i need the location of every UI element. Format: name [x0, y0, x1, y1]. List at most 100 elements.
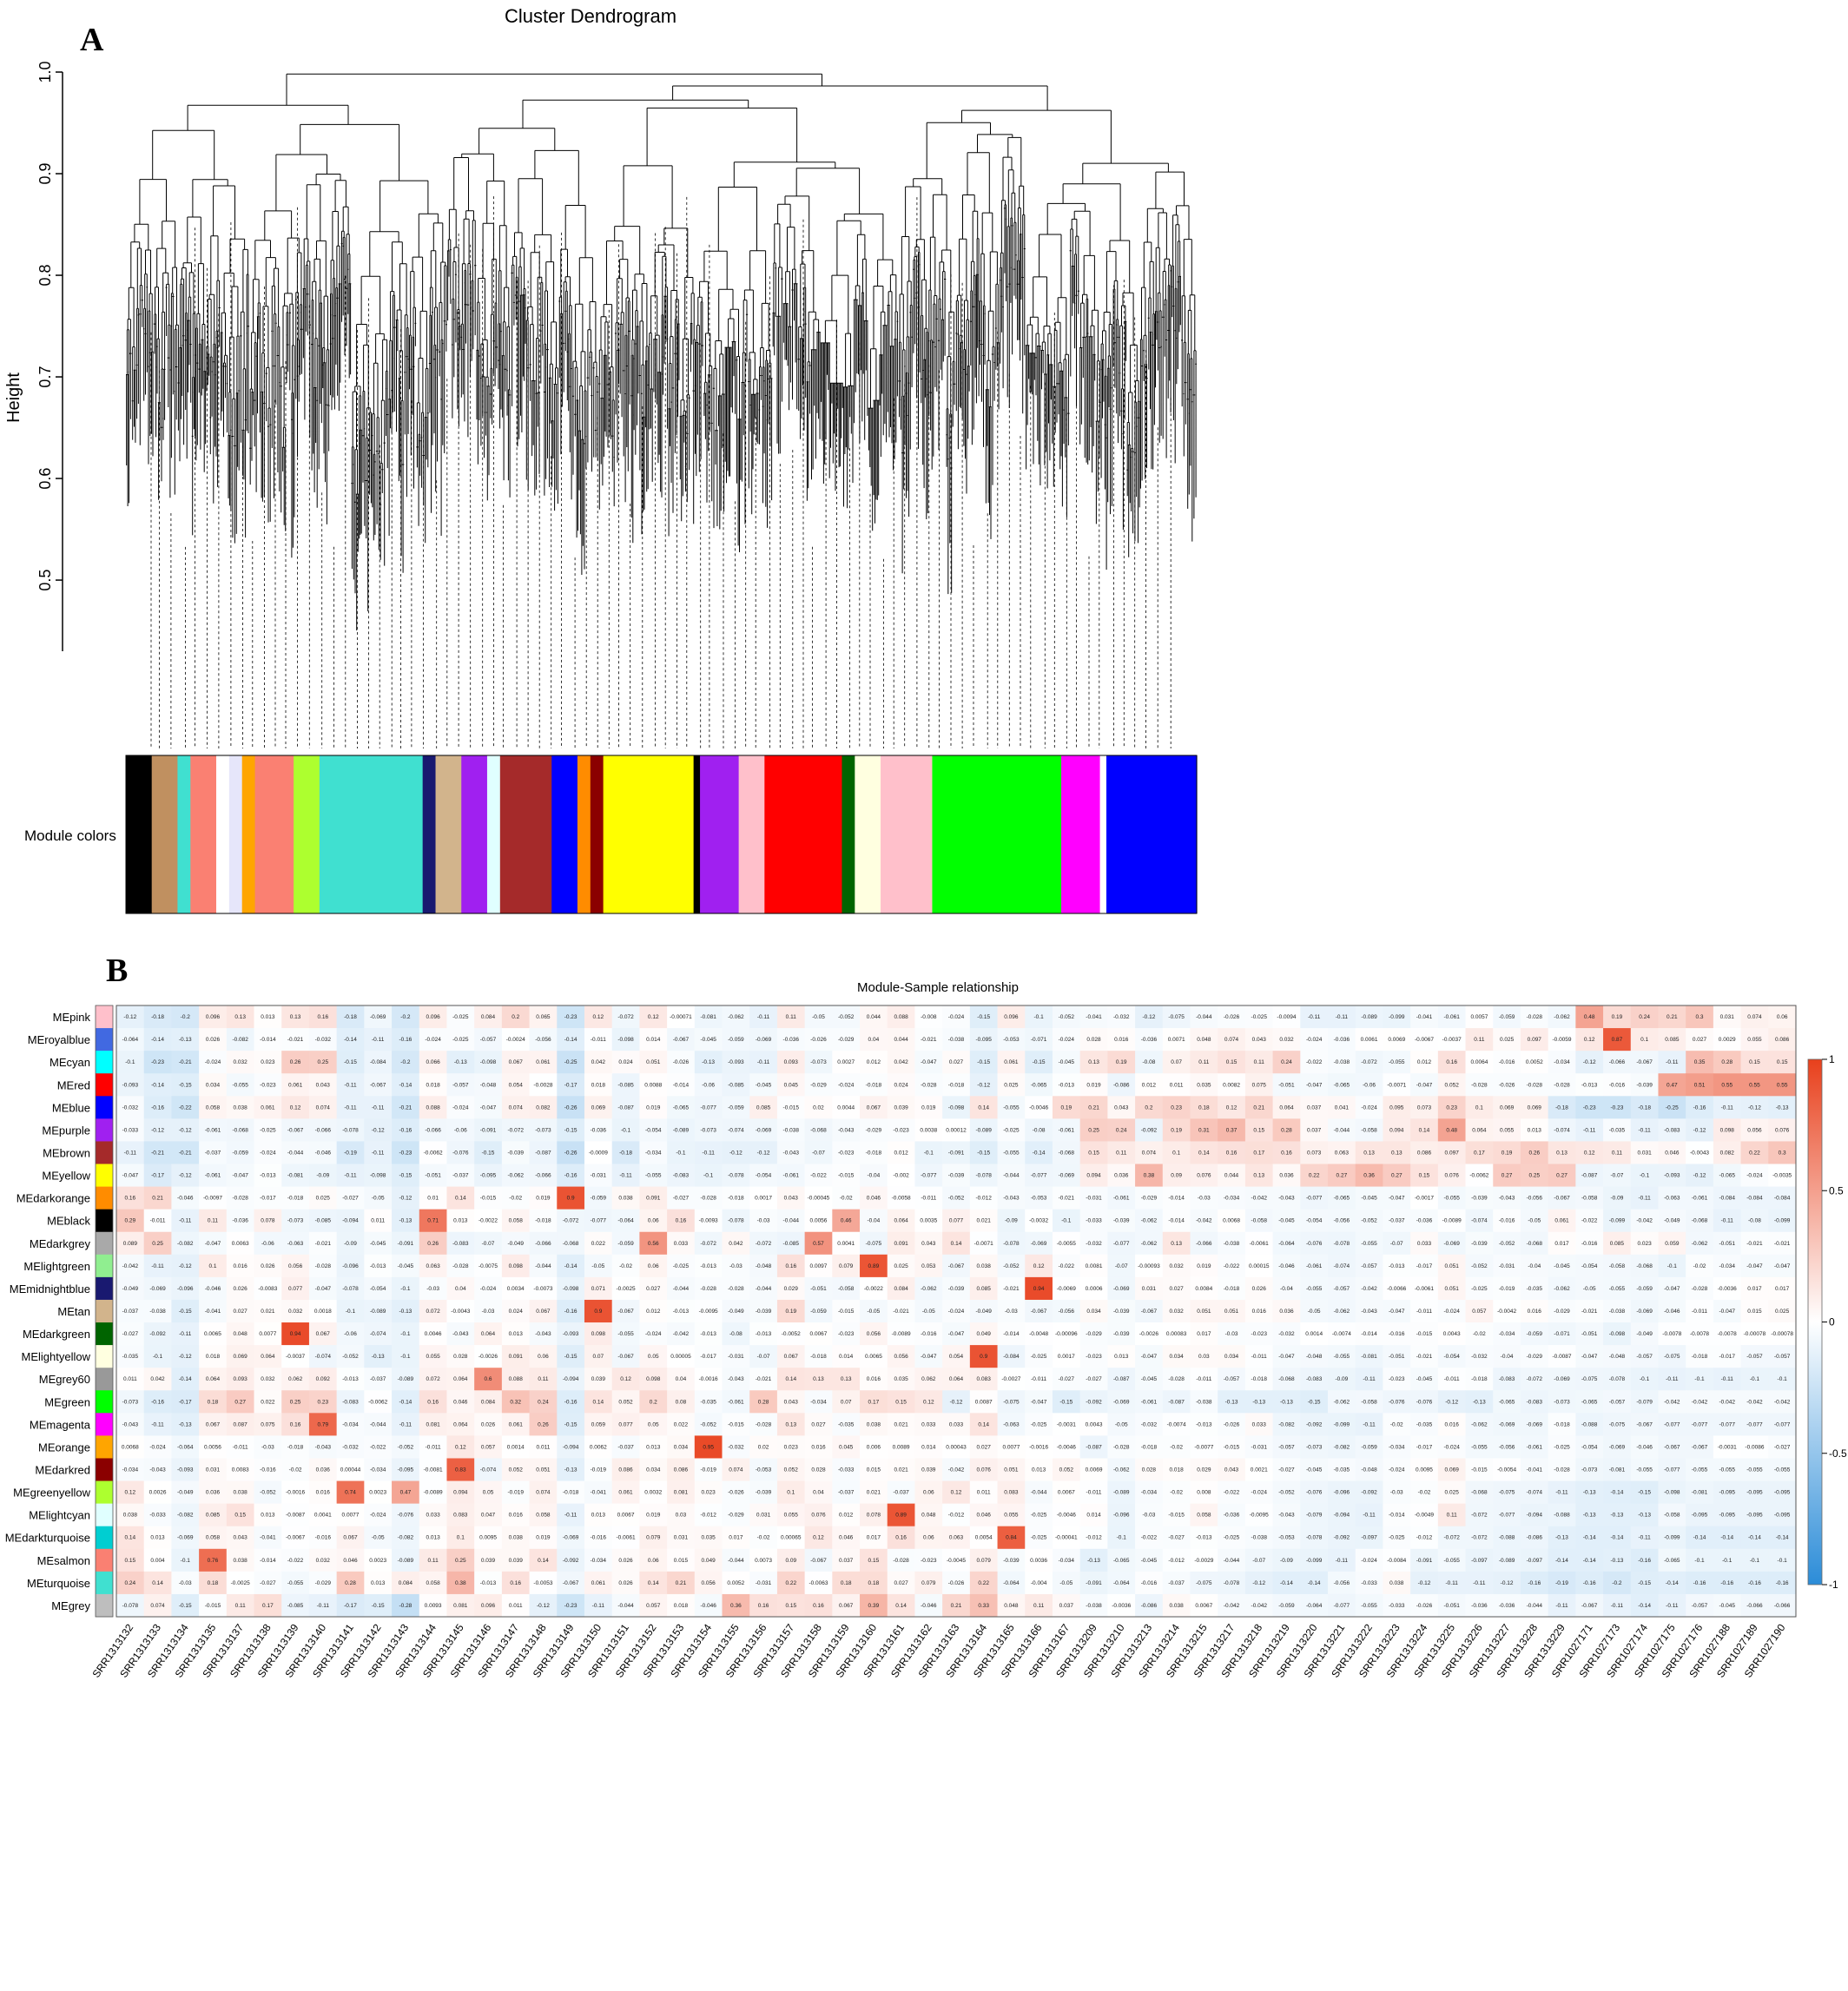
- heatmap-cell-value: -0.073: [122, 1399, 139, 1405]
- heatmap-cell-value: 0.064: [949, 1376, 964, 1382]
- heatmap-cell-value: -0.016: [260, 1467, 276, 1473]
- heatmap-cell-value: -0.018: [287, 1444, 304, 1450]
- heatmap-cell-value: -0.1: [1750, 1558, 1760, 1564]
- heatmap-cell-value: 0.18: [208, 1399, 219, 1405]
- heatmap-cell-value: -0.12: [151, 1127, 164, 1133]
- heatmap-cell-value: 0.22: [1749, 1150, 1760, 1156]
- heatmap-cell-value: 0.3: [1696, 1014, 1704, 1020]
- heatmap-cell-value: -0.12: [1693, 1173, 1706, 1179]
- heatmap-cell-value: -0.042: [1251, 1196, 1268, 1202]
- heatmap-cell-value: 0.0043: [1443, 1331, 1461, 1337]
- heatmap-cell: [501, 1096, 530, 1119]
- heatmap-cell-value: -0.031: [728, 1354, 744, 1360]
- heatmap-cell: [667, 1051, 696, 1074]
- heatmap-cell: [1686, 1028, 1714, 1052]
- heatmap-cell-value: -0.0075: [478, 1263, 498, 1269]
- heatmap-cell: [1383, 1073, 1411, 1097]
- heatmap-cell-value: -0.037: [893, 1490, 909, 1496]
- heatmap-cell-value: -0.061: [205, 1173, 221, 1179]
- heatmap-cell-value: -0.1: [1667, 1263, 1678, 1269]
- heatmap-cell-value: 0.039: [921, 1467, 936, 1473]
- heatmap-cell-value: -0.06: [261, 1241, 274, 1247]
- heatmap-cell-value: 0.065: [536, 1014, 551, 1020]
- heatmap-cell: [364, 1028, 393, 1052]
- heatmap-cell-value: 0.055: [1500, 1127, 1515, 1133]
- heatmap-cell-value: 0.21: [152, 1196, 163, 1202]
- heatmap-cell-value: -0.018: [1141, 1444, 1158, 1450]
- heatmap-cell-value: -0.026: [948, 1580, 965, 1586]
- heatmap-cell-value: -0.025: [1251, 1014, 1268, 1020]
- heatmap-cell-value: -0.0022: [478, 1218, 498, 1224]
- heatmap-cell-value: -0.013: [480, 1580, 497, 1586]
- heatmap-cell-value: 0.016: [509, 1513, 524, 1519]
- heatmap-cell-value: 0.031: [1637, 1150, 1652, 1156]
- heatmap-cell: [722, 1073, 750, 1097]
- heatmap-cell-value: 0.11: [1198, 1059, 1210, 1065]
- heatmap-cell-value: -0.097: [1527, 1558, 1543, 1564]
- module-color-band: [241, 755, 256, 913]
- heatmap-cell-value: 0.039: [591, 1376, 606, 1382]
- heatmap-cell-value: 0.16: [427, 1399, 439, 1405]
- heatmap-cell-value: 0.038: [234, 1104, 248, 1111]
- heatmap-cell-value: 0.26: [290, 1059, 301, 1065]
- heatmap-cell: [667, 1028, 696, 1052]
- heatmap-cell-value: -0.0097: [203, 1196, 222, 1202]
- heatmap-cell-value: -0.071: [1031, 1037, 1047, 1043]
- heatmap-cell-value: 0.038: [977, 1263, 992, 1269]
- heatmap-cell-value: 0.0056: [204, 1444, 221, 1450]
- heatmap-cell-value: 0.016: [1114, 1037, 1129, 1043]
- heatmap-cell: [171, 1073, 200, 1097]
- heatmap-cell: [639, 1073, 668, 1097]
- heatmap-cell-value: 0.13: [841, 1376, 852, 1382]
- heatmap-cell-value: 0.0073: [755, 1558, 772, 1564]
- heatmap-cell-value: -0.11: [1638, 1127, 1651, 1133]
- heatmap-cell-value: -0.015: [783, 1104, 800, 1111]
- heatmap-cell-value: -0.068: [1636, 1263, 1653, 1269]
- heatmap-cell-value: -0.051: [1389, 1354, 1405, 1360]
- heatmap-cell-value: 0.029: [784, 1286, 799, 1292]
- heatmap-cell-value: -0.077: [1774, 1421, 1791, 1427]
- heatmap-cell-value: 0.0093: [425, 1603, 442, 1609]
- heatmap-cell: [1218, 1051, 1246, 1074]
- heatmap-cell-value: -0.078: [122, 1603, 139, 1609]
- heatmap-cell-value: 0.14: [648, 1580, 659, 1586]
- heatmap-cell-value: 0.063: [426, 1263, 440, 1269]
- heatmap-cell: [1107, 1073, 1136, 1097]
- heatmap-cell-value: 0.15: [1088, 1150, 1099, 1156]
- heatmap-cell: [1328, 1005, 1356, 1029]
- heatmap-cell-value: 0.95: [703, 1444, 714, 1450]
- heatmap-cell-value: 0.014: [921, 1444, 936, 1450]
- heatmap-cell-value: 0.06: [1777, 1014, 1788, 1020]
- heatmap-cell: [804, 1051, 833, 1074]
- heatmap-cell-value: -0.061: [1306, 1263, 1323, 1269]
- heatmap-cell: [1603, 1096, 1632, 1119]
- heatmap-cell-value: -0.12: [123, 1014, 136, 1020]
- heatmap-cell-value: -0.017: [1719, 1354, 1736, 1360]
- heatmap-cell-value: -0.06: [1363, 1082, 1376, 1088]
- heatmap-cell-value: -0.039: [1636, 1082, 1653, 1088]
- heatmap-cell-value: 0.0034: [507, 1286, 525, 1292]
- heatmap-cell-value: -0.051: [1278, 1082, 1295, 1088]
- heatmap-cell-value: -0.016: [1609, 1082, 1626, 1088]
- heatmap-cell-value: -0.015: [1471, 1467, 1488, 1473]
- heatmap-cell-value: -0.025: [1003, 1127, 1020, 1133]
- heatmap-cell-value: 0.042: [894, 1059, 908, 1065]
- heatmap-cell-value: -0.065: [1113, 1558, 1130, 1564]
- heatmap-cell-value: -0.064: [177, 1444, 194, 1450]
- heatmap-cell-value: 0.035: [894, 1376, 908, 1382]
- heatmap-cell-value: -0.069: [177, 1535, 194, 1541]
- heatmap-cell-value: -0.026: [728, 1490, 744, 1496]
- heatmap-cell-value: 0.036: [1114, 1173, 1129, 1179]
- heatmap-cell-value: -0.055: [1389, 1059, 1405, 1065]
- heatmap-cell-value: 0.022: [591, 1241, 606, 1247]
- heatmap-cell-value: -0.043: [1003, 1196, 1020, 1202]
- heatmap-cell-value: -0.19: [344, 1150, 357, 1156]
- heatmap-cell-value: 0.055: [1747, 1037, 1762, 1043]
- heatmap-cell-value: -0.025: [1031, 1513, 1047, 1519]
- heatmap-cell-value: 0.086: [618, 1467, 633, 1473]
- heatmap-cell: [308, 1051, 338, 1074]
- heatmap-cell-value: 0.032: [1169, 1309, 1184, 1315]
- heatmap-cell-value: -0.11: [1363, 1421, 1376, 1427]
- heatmap-cell: [254, 1028, 282, 1052]
- heatmap-cell: [1135, 1028, 1164, 1052]
